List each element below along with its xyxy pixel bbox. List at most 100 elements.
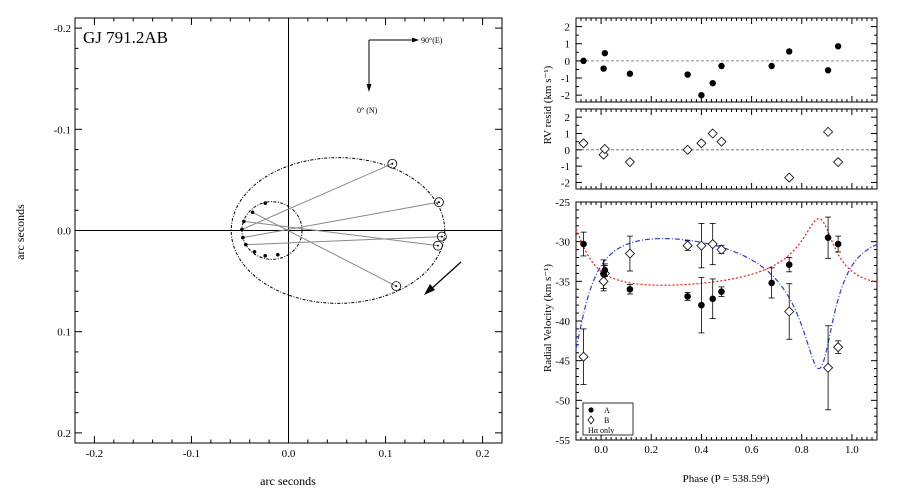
inner-orbit-point [244,242,248,247]
resid-y-tick-label: -2 [561,177,570,189]
rv-point-a [824,234,832,241]
legend-marker-a [588,407,594,413]
east-arrowhead [412,37,419,43]
rv-x-tick-label: 0.2 [644,444,658,456]
rv-tick-labels: -55 -50 -45 -40 -35 -30 -25 0.0 0.2 0.4 0.6 0.8 1.0 [555,197,859,456]
motion-arrow [424,261,462,295]
residual-point [578,138,589,149]
legend-marker-b [587,415,595,425]
inner-orbit-point [263,201,268,205]
inner-orbit-point [276,252,280,257]
residual-b-ticks [575,109,878,189]
residual-point [784,172,795,183]
orbit-y-label: arc seconds [13,204,27,260]
rv-point-a [580,240,587,248]
rv-point-b [716,244,727,255]
outer-orbit-ellipse [230,157,446,304]
position-line [242,201,440,239]
residual-point [601,49,609,57]
observed-position-circle [387,158,398,169]
rv-y-label: Radial Velocity (km s⁻¹) [542,264,554,373]
observed-position-center [395,285,398,288]
rv-x-tick-label: 0.6 [745,444,759,456]
rv-point-a [698,301,705,309]
rv-legend: A B Hα only [582,402,634,436]
rv-point-b [707,238,718,250]
rv-point-a [718,288,725,295]
model-curve-a [575,218,878,286]
rv-x-tick-label: 0.0 [594,444,608,456]
position-line [241,163,393,230]
observed-position-center [437,201,440,204]
rv-y-tick-label: -35 [555,276,570,288]
resid-y-tick-label: 1 [565,128,571,140]
residual-point [682,144,693,155]
orbit-x-tick-label: 0.0 [282,448,296,460]
residual-point [709,79,716,87]
rv-y-tick-label: -45 [555,356,570,368]
residual-b-frame [575,108,878,190]
inner-orbit-points [240,201,280,258]
rv-point-b [833,342,844,353]
rv-y-tick-label: -40 [555,316,570,328]
rv-point-a [709,295,717,303]
orbit-y-tick-label: -0.1 [54,124,71,136]
rv-point-a [601,266,609,274]
rv-x-label: Phase (P = 538.59ᵈ) [683,473,770,485]
observed-position-circle [434,197,444,208]
residual-point [786,48,793,55]
observed-position-center [440,235,443,238]
residual-a-tick-labels: -2 -1 0 1 2 [561,22,571,103]
resid-y-tick-label: 2 [565,112,571,124]
rv-point-a [785,261,793,268]
inner-orbit-point [250,210,255,215]
resid-y-tick-label: -1 [561,161,570,173]
position-line [245,236,442,246]
observed-position-circle [391,281,402,292]
rv-resid-label: RV resid (km s⁻¹) [542,65,554,144]
residual-point [698,91,705,99]
rv-ticks [575,201,878,441]
rv-y-tick-label: -55 [555,435,570,447]
residual-point [707,128,718,139]
inner-orbit-point [252,249,257,254]
rv-point-b [598,276,609,287]
residual-point [834,43,842,50]
residual-a-points [580,43,842,99]
resid-y-tick-label: -1 [561,73,570,85]
orbit-title: GJ 791.2AB [83,28,168,47]
orbit-x-label: arc seconds [260,474,316,488]
orbit-y-tick-label: 0.1 [57,327,71,339]
rv-y-tick-label: -30 [555,237,570,249]
rv-residual-b-panel: -2 -1 0 1 2 [561,108,878,190]
residual-point [580,57,587,65]
residual-point [599,143,610,155]
residual-point [824,67,832,74]
observed-position-center [436,244,439,247]
residual-point [600,65,607,72]
compass: 90°(E) 0° (N) [357,36,443,115]
position-lines [241,163,442,287]
orbit-x-tick-label: -0.2 [86,448,103,460]
compass-north-label: 0° (N) [357,106,378,115]
residual-point [823,126,834,137]
orbit-y-tick-label: 0.2 [57,428,71,440]
residual-point [833,156,844,168]
residual-b-points [578,126,844,183]
inner-orbit-point [241,235,245,240]
resid-y-tick-label: 0 [565,56,571,68]
rv-point-b [624,248,635,259]
rv-panel: -55-50-45-40-35-30-250.0 0.2 0.4 0.6 0.8 1.0 … [542,197,878,485]
orbit-y-tick-label: -0.2 [54,23,71,35]
rv-y-tick-label: -25 [555,197,570,209]
orbit-y-tick-label: 0.0 [57,226,71,238]
model-curve-b [575,237,878,370]
legend-label-b: B [604,416,609,425]
residual-b-tick-labels: -2 -1 0 1 2 [561,112,571,189]
residual-a-frame [575,17,878,103]
legend-label-a: A [604,406,610,415]
residual-a-ticks [575,18,878,102]
rv-point-b [823,362,834,373]
north-arrowhead [366,84,372,92]
